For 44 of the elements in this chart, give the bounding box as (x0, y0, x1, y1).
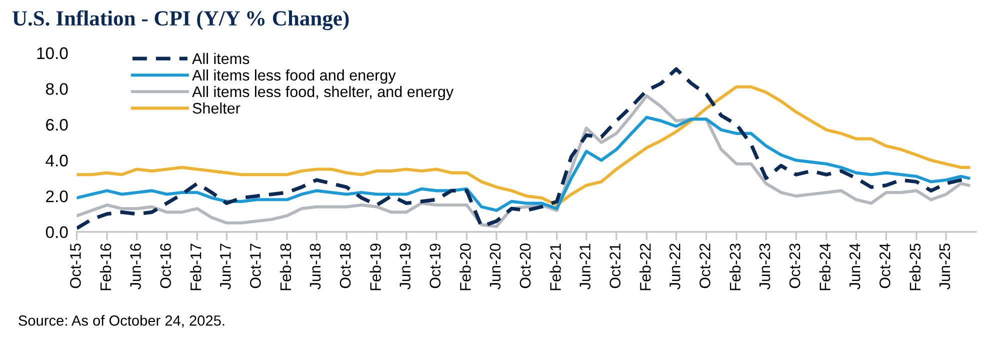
x-tick-label: Feb-17 (190, 244, 202, 290)
x-tick-label: Oct-15 (70, 244, 81, 288)
x-tick-label: Oct-24 (879, 243, 890, 288)
x-tick-label: Feb-16 (100, 244, 112, 290)
y-tick-label: 4.0 (46, 154, 68, 166)
x-tick-label: Feb-24 (819, 243, 830, 290)
x-tick-label: Jun-24 (849, 243, 860, 290)
x-tick-label: Feb-22 (640, 244, 651, 290)
x-tick-label: Jun-25 (939, 244, 950, 290)
x-tick-label: Oct-21 (610, 244, 620, 288)
y-tick-label: 6.0 (46, 118, 68, 131)
legend-label: Shelter (192, 102, 240, 114)
x-tick-label: Jun-23 (759, 244, 770, 290)
y-tick-label: 10.0 (37, 47, 68, 60)
legend-label: All items less food and energy (192, 69, 396, 84)
x-tick-label: Feb-23 (729, 244, 741, 290)
x-tick-label: Jun-17 (220, 244, 231, 290)
x-tick-label: Feb-18 (280, 244, 292, 290)
x-tick-label: Jun-19 (400, 244, 411, 290)
x-tick-label: Jun-22 (670, 244, 680, 290)
x-tick-label: Feb-21 (550, 244, 561, 290)
x-tick-label: Oct-16 (160, 244, 171, 288)
source-note: Source: As of October 24, 2025. (18, 315, 224, 328)
line-series (76, 85, 970, 207)
chart-title: U.S. Inflation - CPI (Y/Y % Change) (12, 10, 349, 30)
x-tick-label: Jun-16 (130, 244, 141, 290)
x-tick-label: Feb-25 (909, 244, 921, 290)
x-tick-label: Jun-18 (310, 244, 321, 290)
x-tick-label: Oct-20 (520, 244, 531, 288)
y-tick-label: 2.0 (46, 190, 68, 202)
line-series (76, 116, 970, 212)
x-tick-label: Feb-19 (370, 244, 381, 290)
x-tick-label: Feb-20 (460, 244, 471, 290)
x-tick-label: Oct-19 (430, 244, 441, 288)
x-tick-label: Oct-23 (789, 244, 800, 288)
x-tick-label: Oct-22 (700, 244, 710, 288)
legend-label: All items (192, 52, 250, 64)
x-tick-label: Oct-18 (340, 244, 351, 288)
y-tick-label: 8.0 (46, 83, 68, 95)
x-tick-label: Jun-20 (490, 244, 501, 290)
x-tick-label: Jun-21 (580, 244, 590, 290)
x-tick-label: Oct-17 (250, 244, 261, 288)
legend-label: All items less food, shelter, and energy (192, 86, 454, 100)
y-tick-label: 0.0 (46, 226, 68, 238)
